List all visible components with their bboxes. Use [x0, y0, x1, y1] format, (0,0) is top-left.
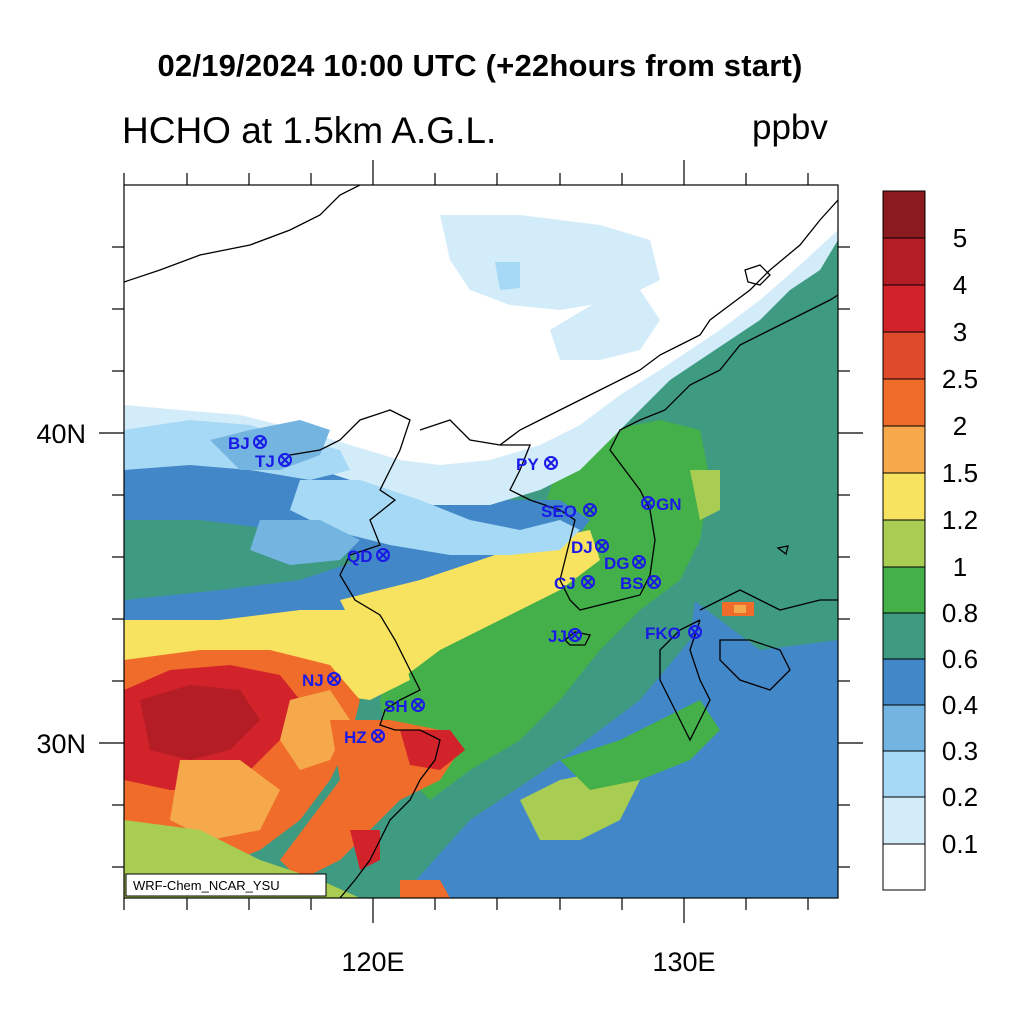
lat-label-40n: 40N — [36, 419, 86, 449]
colorbar-label: 2.5 — [942, 364, 978, 394]
concentration-field — [124, 185, 838, 898]
colorbar-label: 0.1 — [942, 829, 978, 859]
colorbar-swatch — [883, 238, 925, 285]
city-label: DG — [604, 554, 630, 573]
colorbar-label: 1.2 — [942, 505, 978, 535]
city-label: HZ — [344, 728, 367, 747]
city-label: SEO — [541, 502, 577, 521]
city-label: CJ — [554, 574, 576, 593]
colorbar-swatch — [883, 473, 925, 520]
coastlines — [124, 185, 838, 898]
city-label: NJ — [302, 671, 324, 690]
colorbar-label: 0.6 — [942, 644, 978, 674]
colorbar: 5 4 3 2.5 2 1.5 1.2 1 0.8 0.6 0.4 0.3 0.… — [882, 190, 978, 891]
lon-label-130e: 130E — [652, 947, 715, 977]
map-frame — [123, 184, 839, 899]
city-label: BS — [620, 574, 644, 593]
colorbar-swatch — [883, 520, 925, 567]
city-label: SH — [384, 697, 408, 716]
colorbar-swatch — [883, 751, 925, 797]
city-marker: CJ — [554, 574, 595, 593]
colorbar-swatch — [883, 285, 925, 332]
model-label-box: WRF-Chem_NCAR_YSU — [125, 873, 327, 897]
colorbar-swatch — [883, 332, 925, 379]
city-marker: QD — [347, 547, 390, 566]
colorbar-label: 5 — [953, 223, 967, 253]
city-marker: BS — [620, 574, 661, 593]
city-marker: GN — [641, 495, 682, 514]
city-marker: TJ — [255, 452, 292, 471]
city-marker: FKO — [645, 624, 702, 643]
colorbar-label: 1 — [953, 552, 967, 582]
city-marker: DG — [604, 554, 646, 573]
colorbar-swatch — [883, 659, 925, 705]
unit-label: ppbv — [752, 108, 828, 147]
colorbar-label: 0.2 — [942, 782, 978, 812]
colorbar-label: 0.8 — [942, 598, 978, 628]
colorbar-frame — [882, 190, 926, 891]
colorbar-label: 1.5 — [942, 458, 978, 488]
city-marker: BJ — [228, 434, 267, 453]
colorbar-swatch — [883, 379, 925, 426]
colorbar-swatch — [883, 613, 925, 659]
city-marker: DJ — [571, 538, 609, 557]
city-marker: NJ — [302, 671, 341, 690]
colorbar-label: 3 — [953, 317, 967, 347]
city-label: PY — [516, 455, 539, 474]
colorbar-label: 0.4 — [942, 690, 978, 720]
model-label: WRF-Chem_NCAR_YSU — [133, 878, 280, 893]
lat-label-30n: 30N — [36, 729, 86, 759]
city-label: JJ — [548, 627, 567, 646]
colorbar-swatch — [883, 797, 925, 844]
colorbar-swatch — [883, 426, 925, 473]
colorbar-swatch — [883, 191, 925, 238]
colorbar-label: 2 — [953, 411, 967, 441]
colorbar-swatch — [883, 567, 925, 613]
city-label: FKO — [645, 624, 681, 643]
city-marker: PY — [516, 455, 558, 474]
colorbar-label: 0.3 — [942, 736, 978, 766]
city-label: BJ — [228, 434, 250, 453]
city-marker: HZ — [344, 728, 385, 747]
colorbar-swatch — [883, 844, 925, 890]
city-marker: SEO — [541, 502, 597, 521]
city-label: QD — [347, 547, 373, 566]
city-label: DJ — [571, 538, 593, 557]
colorbar-swatch — [883, 705, 925, 751]
page-title: 02/19/2024 10:00 UTC (+22hours from star… — [157, 48, 803, 83]
city-label: GN — [656, 495, 682, 514]
variable-title: HCHO at 1.5km A.G.L. — [122, 110, 497, 151]
city-markers: BJ TJ PY SEO GN QD DJ DG CJ BS JJ FKO NJ… — [228, 434, 702, 747]
colorbar-label: 4 — [953, 270, 967, 300]
city-marker: JJ — [548, 627, 582, 646]
axis-ticks — [99, 160, 863, 923]
lon-label-120e: 120E — [341, 947, 404, 977]
city-marker: SH — [384, 697, 425, 716]
city-label: TJ — [255, 452, 275, 471]
